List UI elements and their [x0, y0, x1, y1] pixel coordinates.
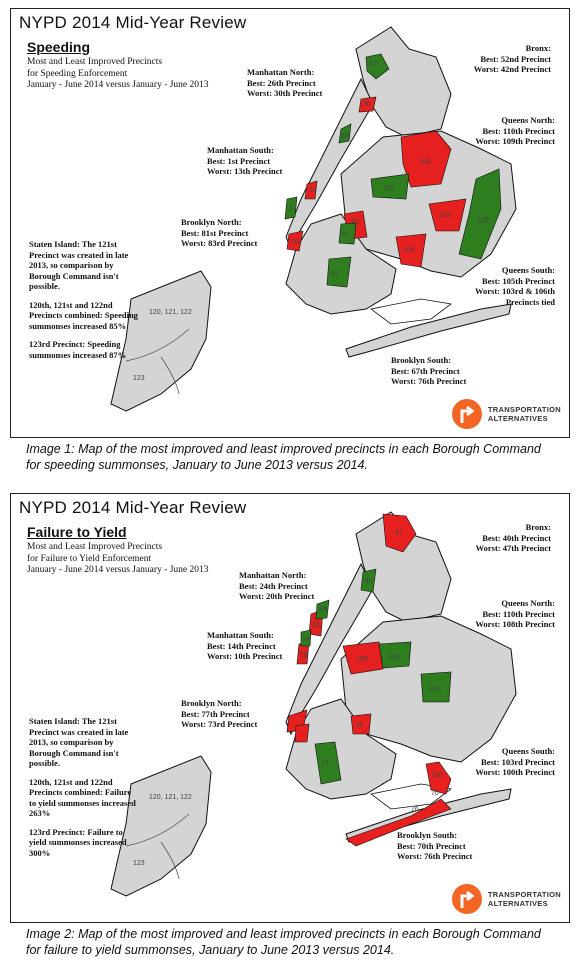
tag-brooklyn-south-best: 67 — [331, 271, 339, 278]
precinct-manhattan-south-worst — [304, 180, 318, 200]
precinct-brooklyn-south-worst — [294, 723, 310, 743]
map-subtitle: Speeding — [27, 39, 91, 55]
tag-manhattan-north-best: 26 — [341, 133, 349, 140]
label-brooklyn-south: Brooklyn South: Best: 70th Precinct Worst:… — [397, 830, 473, 861]
tag-si-north: 120, 121, 122 — [149, 309, 192, 316]
precinct-queens-south-best — [420, 671, 452, 703]
tag-brooklyn-south-worst: 76 — [291, 239, 299, 246]
precinct-manhattan-south-best — [300, 629, 312, 647]
tag-si-south: 123 — [133, 860, 145, 867]
precinct-bronx-best — [360, 568, 377, 593]
label-manhattan-south: Manhattan South: Best: 1st Precinct Worst:… — [207, 145, 283, 176]
map-description: Most and Least Improved Precincts for Sp… — [27, 57, 209, 90]
label-bronx: Bronx: Best: 40th Precinct Worst: 47th Pre… — [475, 522, 551, 553]
tag-bronx-best: 52 — [369, 61, 377, 68]
tag-queens-north-best: 110 — [383, 185, 395, 192]
tag-si-south: 123 — [133, 375, 145, 382]
bronx-shape — [355, 26, 452, 138]
precinct-queens-south-best — [458, 168, 502, 260]
tag-queens-north-worst: 108 — [356, 656, 368, 663]
rockaway-shape — [345, 303, 512, 358]
precinct-brooklyn-north-best — [350, 713, 372, 735]
tag-queens-south-worst-b: 106 — [403, 247, 415, 254]
precinct-manhattan-north-best — [338, 123, 352, 144]
tag-brooklyn-north-best: 81 — [342, 231, 350, 238]
label-brooklyn-south: Brooklyn South: Best: 67th Precinct Worst:… — [391, 355, 467, 386]
precinct-bronx-best — [365, 53, 390, 80]
tag-brooklyn-north-worst: 83 — [351, 219, 359, 226]
tag-queens-south-worst-a: 103 — [439, 212, 451, 219]
tag-bronx-worst: 47 — [395, 530, 403, 537]
tag-si-north: 120, 121, 122 — [149, 794, 192, 801]
staten-island-note: Staten Island: The 121st Precinct was cr… — [29, 239, 138, 360]
tag-queens-north-best: 110 — [389, 654, 401, 661]
map-description: Most and Least Improved Precincts for Fa… — [27, 542, 209, 575]
transportation-alternatives-logo: TRANSPORTATION ALTERNATIVES — [451, 884, 561, 914]
tag-brooklyn-north-best: 77 — [321, 760, 329, 767]
nyc-precinct-map — [110, 26, 517, 412]
tag-manhattan-north-worst: 30 — [363, 101, 371, 108]
label-queens-south: Queens South: Best: 105th Precinct Worst: … — [474, 265, 555, 307]
staten-island-shape — [110, 270, 212, 412]
caption-speeding: Image 1: Map of the most improved and le… — [26, 442, 541, 472]
label-brooklyn-north: Brooklyn North: Best: 81st Precinct Worst:… — [181, 217, 258, 248]
tag-manhattan-south-best: 14 — [302, 636, 310, 643]
tag-manhattan-south-worst: 13 — [309, 187, 317, 194]
precinct-brooklyn-south-best — [314, 741, 342, 785]
tag-manhattan-south-best: 1 — [289, 205, 293, 212]
precinct-manhattan-north-worst — [358, 96, 377, 113]
label-manhattan-north: Manhattan North: Best: 26th Precinct Worst… — [247, 67, 323, 98]
map-subtitle: Failure to Yield — [27, 524, 127, 540]
tag-brooklyn-south-best: 70 — [431, 790, 439, 797]
arrow-logo-icon — [451, 884, 482, 914]
precinct-brooklyn-south-best — [326, 256, 352, 288]
tag-queens-south-best: 103 — [429, 686, 441, 693]
brooklyn-shape — [285, 698, 397, 800]
tag-manhattan-south-worst: 10 — [300, 652, 308, 659]
label-queens-north: Queens North: Best: 110th Precinct Worst: … — [475, 598, 555, 629]
precinct-manhattan-south-best — [284, 196, 298, 220]
precinct-brooklyn-south-worst — [286, 230, 304, 252]
tag-brooklyn-south-worst: 76 — [411, 806, 419, 813]
tag-queens-north-worst: 109 — [419, 159, 431, 166]
tag-queens-south-best: 105 — [477, 217, 489, 224]
map-title: NYPD 2014 Mid-Year Review — [19, 13, 247, 32]
staten-island-shape — [110, 755, 212, 897]
label-brooklyn-north: Brooklyn North: Best: 77th Precinct Worst:… — [181, 698, 258, 729]
label-queens-north: Queens North: Best: 110th Precinct Worst: … — [475, 115, 555, 146]
map-panel-speeding: NYPD 2014 Mid-Year Review Speeding Most … — [10, 8, 570, 438]
transportation-alternatives-logo: TRANSPORTATION ALTERNATIVES — [451, 399, 561, 429]
label-manhattan-north: Manhattan North: Best: 24th Precinct Worst… — [239, 570, 315, 601]
nyc-precinct-map — [110, 511, 517, 897]
precinct-queens-south-worst — [345, 798, 452, 847]
precinct-queens-north-worst — [342, 641, 384, 675]
tag-brooklyn-north-worst: 73 — [355, 722, 363, 729]
precinct-queens-south-worst-b — [395, 233, 427, 268]
label-bronx: Bronx: Best: 52nd Precinct Worst: 42nd Pre… — [473, 43, 551, 74]
precinct-queens-north-best — [378, 641, 412, 669]
precinct-brooklyn-north-best — [338, 222, 357, 245]
precinct-bronx-worst — [382, 513, 417, 553]
precinct-queens-south-worst-a — [428, 198, 467, 232]
label-manhattan-south: Manhattan South: Best: 14th Precinct Worst… — [207, 630, 283, 661]
arrow-logo-icon — [451, 399, 482, 429]
label-queens-south: Queens South: Best: 103rd Precinct Worst: … — [475, 746, 555, 777]
precinct-queens-north-best — [370, 173, 410, 200]
tag-manhattan-north-worst: 20 — [312, 622, 320, 629]
map-title: NYPD 2014 Mid-Year Review — [19, 498, 247, 517]
tag-manhattan-north-best: 24 — [319, 606, 327, 613]
tag-bronx-best: 40 — [365, 578, 373, 585]
map-panel-failure-to-yield: NYPD 2014 Mid-Year Review Failure to Yie… — [10, 493, 570, 923]
staten-island-note: Staten Island: The 121st Precinct was cr… — [29, 716, 136, 858]
caption-failure-to-yield: Image 2: Map of the most improved and le… — [26, 927, 541, 957]
precinct-manhattan-north-best — [315, 599, 330, 620]
tag-queens-south-worst: 100 — [431, 772, 443, 779]
precinct-queens-north-worst — [400, 130, 452, 188]
